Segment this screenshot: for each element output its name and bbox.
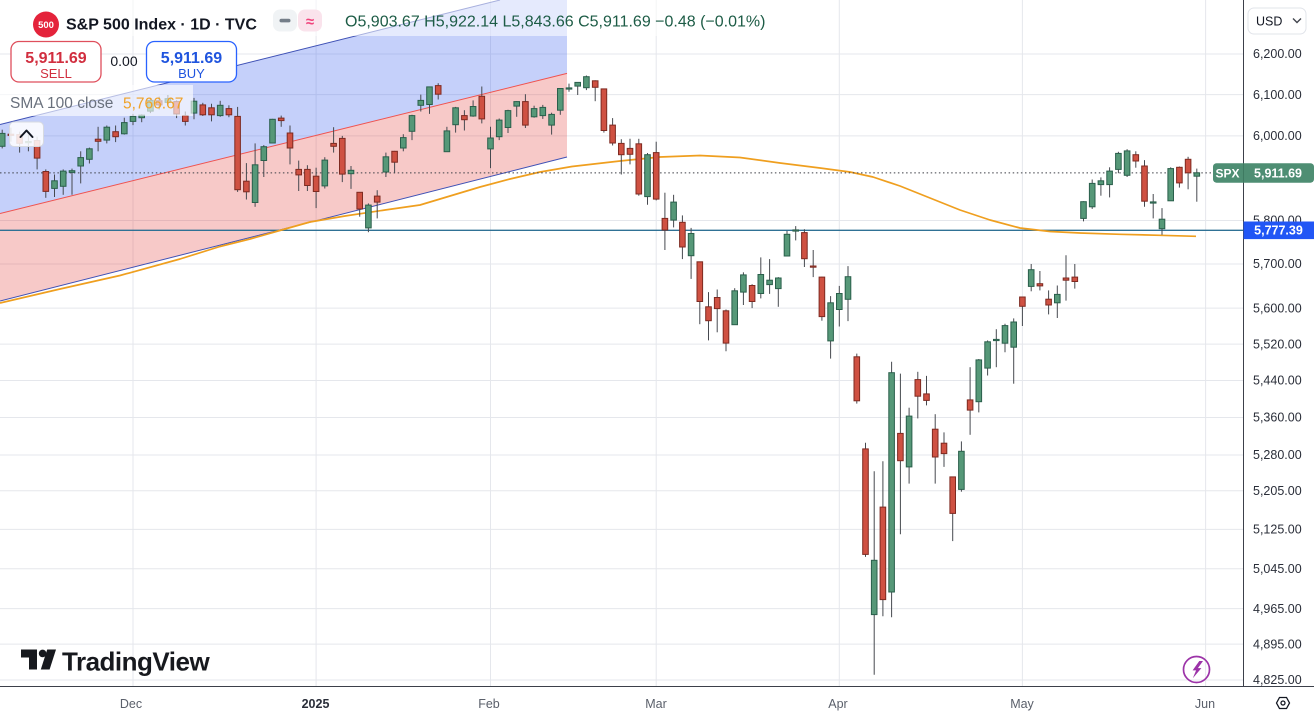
svg-text:5,766.67: 5,766.67 xyxy=(123,96,183,113)
svg-text:SELL: SELL xyxy=(40,66,72,81)
svg-text:Dec: Dec xyxy=(120,697,142,711)
svg-text:TradingView: TradingView xyxy=(62,647,210,677)
svg-text:5,700.00: 5,700.00 xyxy=(1253,257,1302,271)
svg-text:5,440.00: 5,440.00 xyxy=(1253,374,1302,388)
svg-text:5,205.00: 5,205.00 xyxy=(1253,484,1302,498)
svg-text:BUY: BUY xyxy=(178,66,205,81)
svg-text:5,360.00: 5,360.00 xyxy=(1253,411,1302,425)
svg-text:500: 500 xyxy=(38,20,54,31)
svg-text:Apr: Apr xyxy=(828,697,847,711)
svg-text:6,200.00: 6,200.00 xyxy=(1253,47,1302,61)
svg-text:5,911.69: 5,911.69 xyxy=(161,50,223,67)
svg-text:4,825.00: 4,825.00 xyxy=(1253,673,1302,687)
svg-text:Feb: Feb xyxy=(478,697,500,711)
svg-text:Mar: Mar xyxy=(645,697,667,711)
svg-text:5,911.69: 5,911.69 xyxy=(25,50,87,67)
svg-text:May: May xyxy=(1010,697,1034,711)
svg-text:SMA 100 close: SMA 100 close xyxy=(10,95,113,112)
svg-text:6,100.00: 6,100.00 xyxy=(1253,88,1302,102)
svg-text:5,520.00: 5,520.00 xyxy=(1253,337,1302,351)
svg-text:≈: ≈ xyxy=(306,14,314,31)
svg-text:5,280.00: 5,280.00 xyxy=(1253,448,1302,462)
svg-text:5,911.69: 5,911.69 xyxy=(1254,166,1302,180)
svg-text:S&P 500 Index · 1D · TVC: S&P 500 Index · 1D · TVC xyxy=(66,17,257,34)
svg-text:5,600.00: 5,600.00 xyxy=(1253,301,1302,315)
svg-text:Jun: Jun xyxy=(1195,697,1215,711)
svg-text:0.00: 0.00 xyxy=(110,53,137,69)
svg-text:6,000.00: 6,000.00 xyxy=(1253,129,1302,143)
svg-text:4,895.00: 4,895.00 xyxy=(1253,637,1302,651)
svg-text:4,965.00: 4,965.00 xyxy=(1253,602,1302,616)
svg-text:O5,903.67 H5,922.14 L5,843.66: O5,903.67 H5,922.14 L5,843.66 C5,911.69 … xyxy=(345,14,765,31)
svg-text:5,045.00: 5,045.00 xyxy=(1253,562,1302,576)
svg-text:SPX: SPX xyxy=(1215,166,1239,180)
svg-text:5,125.00: 5,125.00 xyxy=(1253,523,1302,537)
svg-text:2025: 2025 xyxy=(302,697,330,711)
svg-text:USD: USD xyxy=(1256,15,1282,29)
svg-text:5,777.39: 5,777.39 xyxy=(1254,224,1303,238)
